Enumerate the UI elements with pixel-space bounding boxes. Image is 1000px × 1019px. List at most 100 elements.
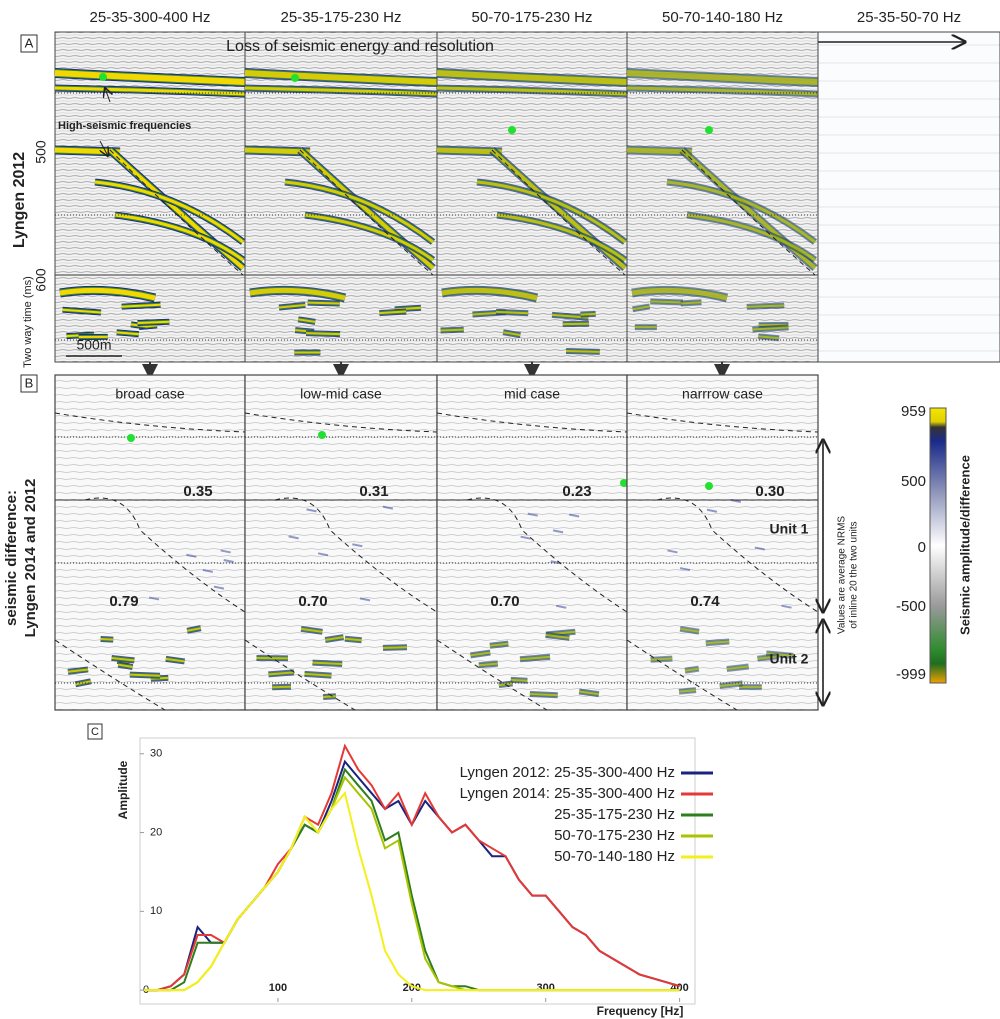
unit-boundary	[244, 639, 356, 711]
reflector	[244, 86, 438, 96]
reflector	[137, 320, 170, 325]
reflector	[268, 671, 295, 676]
noise	[568, 513, 580, 518]
case-name: mid case	[504, 386, 560, 402]
reflector	[496, 213, 626, 262]
reflector	[249, 287, 346, 301]
y-tick-label: 10	[150, 905, 162, 917]
legend-label: 25-35-175-230 Hz	[554, 806, 675, 823]
fault-line	[491, 149, 626, 276]
column-header: 25-35-300-400 Hz	[90, 9, 211, 26]
reflector	[344, 637, 362, 642]
noise	[213, 585, 225, 590]
nrms-value: 0.30	[755, 483, 784, 500]
reflector	[752, 326, 789, 331]
nrms-value: 0.70	[298, 593, 327, 610]
noise	[359, 597, 371, 602]
noise	[781, 604, 792, 609]
reflector	[510, 678, 528, 682]
reflector	[502, 331, 521, 337]
noise	[552, 529, 564, 534]
reflector	[579, 690, 599, 696]
arrow-text: Loss of seismic energy and resolution	[226, 38, 494, 55]
y-tick-label: 20	[150, 826, 162, 838]
fault-line	[299, 149, 434, 276]
time-label: 600	[33, 268, 49, 292]
nrms-value: 0.74	[690, 593, 720, 610]
reflector	[304, 213, 434, 262]
reflector	[379, 310, 407, 315]
noise	[317, 552, 329, 557]
panel-label-box	[20, 34, 38, 53]
unit-boundary	[466, 497, 628, 613]
reflector	[495, 310, 529, 315]
fault-line	[681, 149, 816, 276]
noise	[754, 546, 766, 551]
column-header: 50-70-140-180 Hz	[662, 9, 783, 26]
axis-title: seismic difference:	[3, 490, 20, 626]
reflector	[766, 652, 794, 657]
noise	[527, 512, 538, 517]
reflector	[440, 328, 464, 332]
difference-panel	[244, 374, 438, 711]
marker-dot	[99, 73, 107, 81]
reflector	[758, 335, 780, 340]
reflector	[686, 213, 816, 262]
reflector	[298, 318, 316, 323]
x-tick-label: 300	[537, 982, 555, 994]
reflector	[726, 665, 749, 670]
reflector	[165, 657, 185, 663]
note: Values are average NRMS	[837, 516, 848, 635]
reflector	[186, 627, 202, 632]
reflector	[312, 661, 343, 665]
column-header: 25-35-175-230 Hz	[281, 9, 402, 26]
reflector	[666, 180, 816, 244]
reflector	[684, 667, 699, 672]
x-tick-label: 200	[403, 982, 421, 994]
noise	[288, 535, 299, 540]
nrms-value: 0.70	[490, 593, 519, 610]
unit-boundary	[626, 639, 738, 711]
reflector	[54, 86, 246, 96]
case-name: narrrow case	[682, 386, 763, 402]
panel-label: A	[25, 35, 34, 50]
annotation-arrow	[105, 88, 110, 103]
marker-dot	[291, 74, 299, 82]
unit-boundary	[54, 639, 166, 711]
reflector	[111, 656, 135, 662]
noise	[382, 505, 394, 510]
unit-boundary	[626, 412, 819, 433]
noise	[520, 535, 531, 540]
reflector	[476, 180, 626, 244]
reflector	[116, 331, 139, 336]
unit-boundary	[436, 639, 548, 711]
reflector	[323, 695, 336, 698]
seismic-panel	[817, 31, 1000, 363]
noise	[186, 553, 197, 558]
reflector	[632, 305, 650, 311]
reflector	[304, 672, 332, 677]
case-name: broad case	[115, 386, 184, 402]
noise	[667, 549, 678, 554]
scale-bar-label: 500m	[76, 337, 111, 353]
reflector	[719, 682, 743, 688]
unit-label: Unit 2	[770, 651, 809, 667]
marker-dot	[705, 126, 713, 134]
colorbar-title: Seismic amplitude/difference	[957, 455, 972, 635]
plot-frame	[139, 737, 696, 1005]
reflector	[650, 300, 684, 304]
unit-label: Unit 1	[770, 521, 809, 537]
time-label: 500	[33, 140, 49, 164]
panel-label-box	[87, 723, 103, 740]
colorbar-tick: -500	[896, 598, 926, 615]
difference-panel	[436, 374, 628, 711]
reflector	[705, 640, 730, 645]
y-axis-title: Amplitude	[116, 760, 130, 819]
noise	[706, 508, 718, 513]
axis-title: Lyngen 2014 and 2012	[22, 479, 39, 638]
reflector	[278, 304, 306, 309]
reflector	[678, 689, 697, 693]
reflector	[436, 86, 628, 96]
series-line	[144, 791, 680, 992]
unit-boundary	[274, 497, 438, 613]
